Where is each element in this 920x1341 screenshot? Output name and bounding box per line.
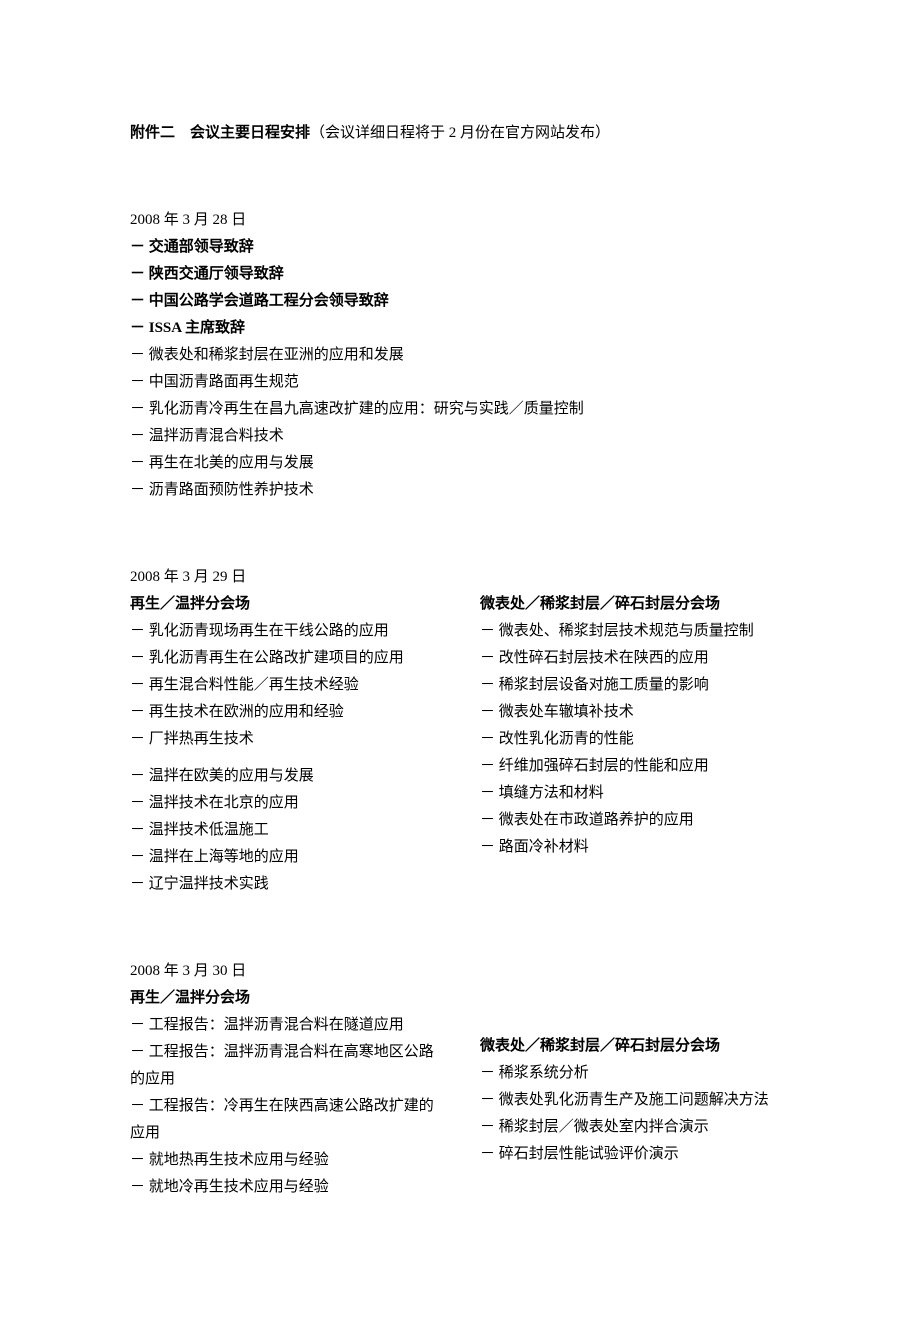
day2-left-group1: － 乳化沥青现场再生在干线公路的应用－ 乳化沥青再生在公路改扩建项目的应用－ 再…	[130, 618, 440, 753]
list-item: － 陕西交通厅领导致辞	[130, 261, 790, 288]
day2-right-items: － 微表处、稀浆封层技术规范与质量控制－ 改性碎石封层技术在陕西的应用－ 稀浆封…	[480, 618, 790, 861]
day2-left-group2: － 温拌在欧美的应用与发展－ 温拌技术在北京的应用－ 温拌技术低温施工－ 温拌在…	[130, 763, 440, 898]
list-item: － 温拌沥青混合料技术	[130, 423, 790, 450]
day2-right-title: 微表处／稀浆封层／碎石封层分会场	[480, 591, 790, 618]
list-item: － 改性乳化沥青的性能	[480, 726, 790, 753]
list-item: － 辽宁温拌技术实践	[130, 871, 440, 898]
list-item: － 稀浆系统分析	[480, 1060, 790, 1087]
list-item: － 温拌技术低温施工	[130, 817, 440, 844]
list-item: － 温拌技术在北京的应用	[130, 790, 440, 817]
list-item: － 微表处乳化沥青生产及施工问题解决方法	[480, 1087, 790, 1114]
list-item: － 再生技术在欧洲的应用和经验	[130, 699, 440, 726]
day1-date: 2008 年 3 月 28 日	[130, 207, 790, 234]
day1-items: － 交通部领导致辞－ 陕西交通厅领导致辞－ 中国公路学会道路工程分会领导致辞－ …	[130, 234, 790, 504]
list-item: － 稀浆封层设备对施工质量的影响	[480, 672, 790, 699]
day2-block: 2008 年 3 月 29 日 再生／温拌分会场 － 乳化沥青现场再生在干线公路…	[130, 564, 790, 898]
list-item: － 再生混合料性能／再生技术经验	[130, 672, 440, 699]
list-item: － ISSA 主席致辞	[130, 315, 790, 342]
list-item: － 乳化沥青再生在公路改扩建项目的应用	[130, 645, 440, 672]
list-item: － 就地冷再生技术应用与经验	[130, 1174, 440, 1201]
list-item: － 填缝方法和材料	[480, 780, 790, 807]
list-item: － 纤维加强碎石封层的性能和应用	[480, 753, 790, 780]
day3-left-col: 再生／温拌分会场 － 工程报告：温拌沥青混合料在隧道应用－ 工程报告：温拌沥青混…	[130, 985, 440, 1201]
list-item: － 碎石封层性能试验评价演示	[480, 1141, 790, 1168]
day3-left-title: 再生／温拌分会场	[130, 985, 440, 1012]
list-item: － 微表处在市政道路养护的应用	[480, 807, 790, 834]
list-item: － 工程报告：温拌沥青混合料在高寒地区公路的应用	[130, 1039, 440, 1093]
list-item: － 温拌在欧美的应用与发展	[130, 763, 440, 790]
list-item: － 沥青路面预防性养护技术	[130, 477, 790, 504]
list-item: － 就地热再生技术应用与经验	[130, 1147, 440, 1174]
list-item: － 温拌在上海等地的应用	[130, 844, 440, 871]
list-item: － 路面冷补材料	[480, 834, 790, 861]
title-bold-part: 附件二 会议主要日程安排	[130, 125, 310, 141]
list-item: － 稀浆封层／微表处室内拌合演示	[480, 1114, 790, 1141]
list-item: － 微表处和稀浆封层在亚洲的应用和发展	[130, 342, 790, 369]
day1-block: 2008 年 3 月 28 日 － 交通部领导致辞－ 陕西交通厅领导致辞－ 中国…	[130, 207, 790, 504]
list-item: － 微表处、稀浆封层技术规范与质量控制	[480, 618, 790, 645]
document-title: 附件二 会议主要日程安排（会议详细日程将于 2 月份在官方网站发布）	[130, 120, 790, 147]
list-item: － 微表处车辙填补技术	[480, 699, 790, 726]
day2-left-title: 再生／温拌分会场	[130, 591, 440, 618]
list-item: － 厂拌热再生技术	[130, 726, 440, 753]
list-item: － 乳化沥青现场再生在干线公路的应用	[130, 618, 440, 645]
list-item: － 中国公路学会道路工程分会领导致辞	[130, 288, 790, 315]
day3-columns: 再生／温拌分会场 － 工程报告：温拌沥青混合料在隧道应用－ 工程报告：温拌沥青混…	[130, 985, 790, 1201]
list-item: － 工程报告：冷再生在陕西高速公路改扩建的应用	[130, 1093, 440, 1147]
day3-block: 2008 年 3 月 30 日 再生／温拌分会场 － 工程报告：温拌沥青混合料在…	[130, 958, 790, 1201]
day2-right-col: 微表处／稀浆封层／碎石封层分会场 － 微表处、稀浆封层技术规范与质量控制－ 改性…	[480, 591, 790, 898]
day3-date: 2008 年 3 月 30 日	[130, 958, 790, 985]
title-normal-part: （会议详细日程将于 2 月份在官方网站发布）	[310, 125, 610, 141]
list-item: － 工程报告：温拌沥青混合料在隧道应用	[130, 1012, 440, 1039]
list-item: － 再生在北美的应用与发展	[130, 450, 790, 477]
list-item: － 交通部领导致辞	[130, 234, 790, 261]
list-item: － 乳化沥青冷再生在昌九高速改扩建的应用：研究与实践／质量控制	[130, 396, 790, 423]
day3-right-items: － 稀浆系统分析－ 微表处乳化沥青生产及施工问题解决方法－ 稀浆封层／微表处室内…	[480, 1060, 790, 1168]
day3-left-items: － 工程报告：温拌沥青混合料在隧道应用－ 工程报告：温拌沥青混合料在高寒地区公路…	[130, 1012, 440, 1201]
day3-right-title: 微表处／稀浆封层／碎石封层分会场	[480, 1033, 790, 1060]
day2-left-col: 再生／温拌分会场 － 乳化沥青现场再生在干线公路的应用－ 乳化沥青再生在公路改扩…	[130, 591, 440, 898]
day3-right-col: 微表处／稀浆封层／碎石封层分会场 － 稀浆系统分析－ 微表处乳化沥青生产及施工问…	[480, 985, 790, 1201]
day2-columns: 再生／温拌分会场 － 乳化沥青现场再生在干线公路的应用－ 乳化沥青再生在公路改扩…	[130, 591, 790, 898]
day2-date: 2008 年 3 月 29 日	[130, 564, 790, 591]
list-item: － 中国沥青路面再生规范	[130, 369, 790, 396]
list-item: － 改性碎石封层技术在陕西的应用	[480, 645, 790, 672]
